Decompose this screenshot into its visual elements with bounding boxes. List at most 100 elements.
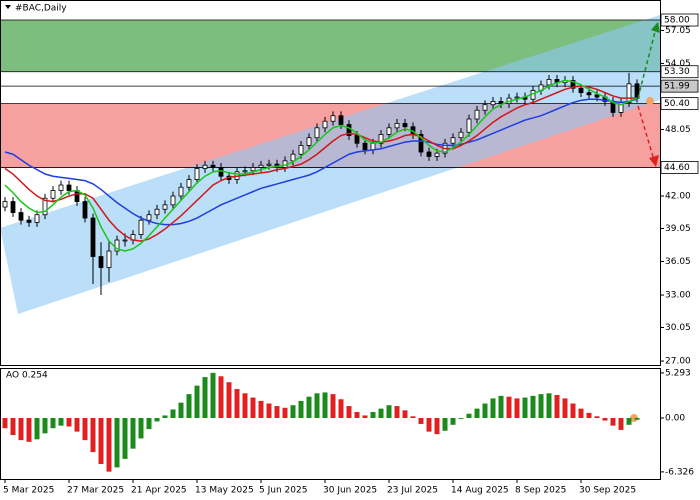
candle-body [122,239,128,242]
ao-bar [18,417,24,441]
ao-bar [98,417,104,464]
y-tick-label: -6.326 [665,467,694,477]
candle-body [330,115,336,122]
ao-bar [74,417,80,432]
ao-bar [330,394,336,418]
candle-body [314,127,320,139]
candle-body [2,201,8,208]
candle-body [114,239,120,252]
candle-body [298,145,304,155]
x-tick-label: 23 Jul 2025 [387,486,438,496]
candle-body [482,104,488,111]
candle-body [146,214,152,221]
ao-bar [242,393,248,418]
moving-average [4,98,638,226]
level-box [660,65,699,79]
candle-body [594,94,600,98]
candle-body [490,101,496,106]
target-arrow-down [637,105,655,161]
candle-body [258,164,264,168]
ao-bar [10,417,16,436]
level-label: 44.60 [664,163,690,173]
ao-bar [482,403,488,418]
ao-bar [394,406,400,418]
level-box [660,13,699,27]
arrow-head-down [649,155,659,167]
moving-average [4,85,637,242]
ao-bar [2,417,8,429]
target-arrow-up [637,27,657,99]
ao-bar [266,403,272,418]
candle-body [202,164,208,169]
ao-bar [402,410,408,418]
ao-bar [570,403,576,418]
chart-title: #BAC,Daily [15,4,67,14]
ao-bar [442,417,448,431]
candle-body [170,195,176,206]
candle-body [626,83,632,103]
ao-bar [370,412,376,418]
candle-body [154,208,160,216]
candle-body [466,118,472,133]
y-tick-label: 57.05 [665,26,691,36]
ao-bar [562,398,568,418]
ao-bar [618,417,624,430]
ao-bar [210,372,216,418]
ao-bar [130,417,136,449]
candle-body [10,201,16,213]
ao-bar [298,400,304,418]
candle-body [306,137,312,146]
ao-bar [594,416,600,418]
x-tick-label: 30 Sep 2025 [579,486,636,496]
ao-bar [234,389,240,418]
ao-bar [314,393,320,418]
ao-bar [170,409,176,418]
candle-body [178,186,184,197]
y-tick-label: 5.293 [665,368,691,378]
level-box [660,97,699,111]
ao-marker [630,414,638,422]
candle-body [106,250,112,268]
ao-bar [474,408,480,418]
candle-body [242,170,248,173]
candle-body [394,123,400,129]
candle-body [578,87,584,94]
ao-bar [602,417,608,421]
y-tick-label: 48.05 [665,125,691,135]
candle-body [498,101,504,105]
candle-body [98,256,104,268]
candle-body [162,204,168,210]
ao-bar [122,417,128,459]
ao-bar [66,417,72,427]
ao-bar [250,397,256,418]
ao-bar [42,417,48,434]
ao-bar [290,405,296,418]
candle-body [402,123,408,128]
candle-body [362,142,368,151]
ao-bar [578,408,584,418]
ao-bar [354,412,360,418]
ao-bar [554,394,560,418]
x-tick-label: 5 Mar 2025 [3,486,54,496]
ao-bar [178,402,184,418]
ao-bar [522,397,528,418]
ao-bar [226,382,232,418]
plot [2,72,640,296]
candle-body [546,79,552,86]
ao-bar [466,413,472,418]
ao-bar [138,417,144,439]
x-tick-label: 21 Apr 2025 [131,486,187,496]
ao-bar [202,377,208,418]
y-tick-label: 33.00 [665,291,691,301]
candle-body [194,168,200,180]
ao-bar [154,417,160,422]
ao-bar [106,417,112,472]
x-tick-label: 30 Jun 2025 [323,486,377,496]
candle-body [138,219,144,235]
candle-body [370,142,376,151]
candle-body [290,153,296,162]
ao-bar [274,406,280,418]
main-frame [0,0,661,366]
ao-bar [306,396,312,418]
